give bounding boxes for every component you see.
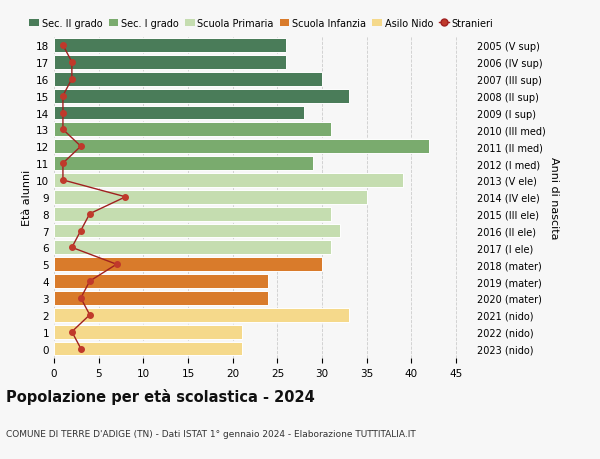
Point <box>85 278 95 285</box>
Point <box>67 59 77 67</box>
Bar <box>54 224 340 238</box>
Point <box>67 76 77 83</box>
Text: COMUNE DI TERRE D'ADIGE (TN) - Dati ISTAT 1° gennaio 2024 - Elaborazione TUTTITA: COMUNE DI TERRE D'ADIGE (TN) - Dati ISTA… <box>6 429 416 438</box>
Point <box>58 177 68 184</box>
Legend: Sec. II grado, Sec. I grado, Scuola Primaria, Scuola Infanzia, Asilo Nido, Stran: Sec. II grado, Sec. I grado, Scuola Prim… <box>29 19 493 28</box>
Bar <box>54 106 304 120</box>
Bar <box>54 325 242 339</box>
Bar <box>54 274 268 288</box>
Point <box>76 295 86 302</box>
Bar <box>54 73 322 86</box>
Point <box>76 345 86 353</box>
Bar <box>54 90 349 103</box>
Point <box>85 312 95 319</box>
Point <box>58 42 68 50</box>
Point <box>76 143 86 151</box>
Bar <box>54 207 331 221</box>
Bar <box>54 291 268 305</box>
Point <box>112 261 121 269</box>
Bar <box>54 123 331 137</box>
Bar <box>54 157 313 171</box>
Point <box>58 160 68 168</box>
Bar <box>54 174 403 187</box>
Bar <box>54 342 242 356</box>
Point <box>85 211 95 218</box>
Bar <box>54 308 349 322</box>
Bar <box>54 241 331 255</box>
Bar <box>54 39 286 53</box>
Bar <box>54 190 367 204</box>
Bar <box>54 140 430 154</box>
Point <box>121 194 130 201</box>
Text: Popolazione per età scolastica - 2024: Popolazione per età scolastica - 2024 <box>6 388 315 404</box>
Point <box>58 93 68 100</box>
Bar <box>54 56 286 70</box>
Point <box>58 110 68 117</box>
Point <box>76 227 86 235</box>
Y-axis label: Anni di nascita: Anni di nascita <box>550 156 559 239</box>
Point <box>58 126 68 134</box>
Point <box>67 328 77 336</box>
Point <box>67 244 77 252</box>
Y-axis label: Età alunni: Età alunni <box>22 169 32 225</box>
Bar <box>54 258 322 272</box>
